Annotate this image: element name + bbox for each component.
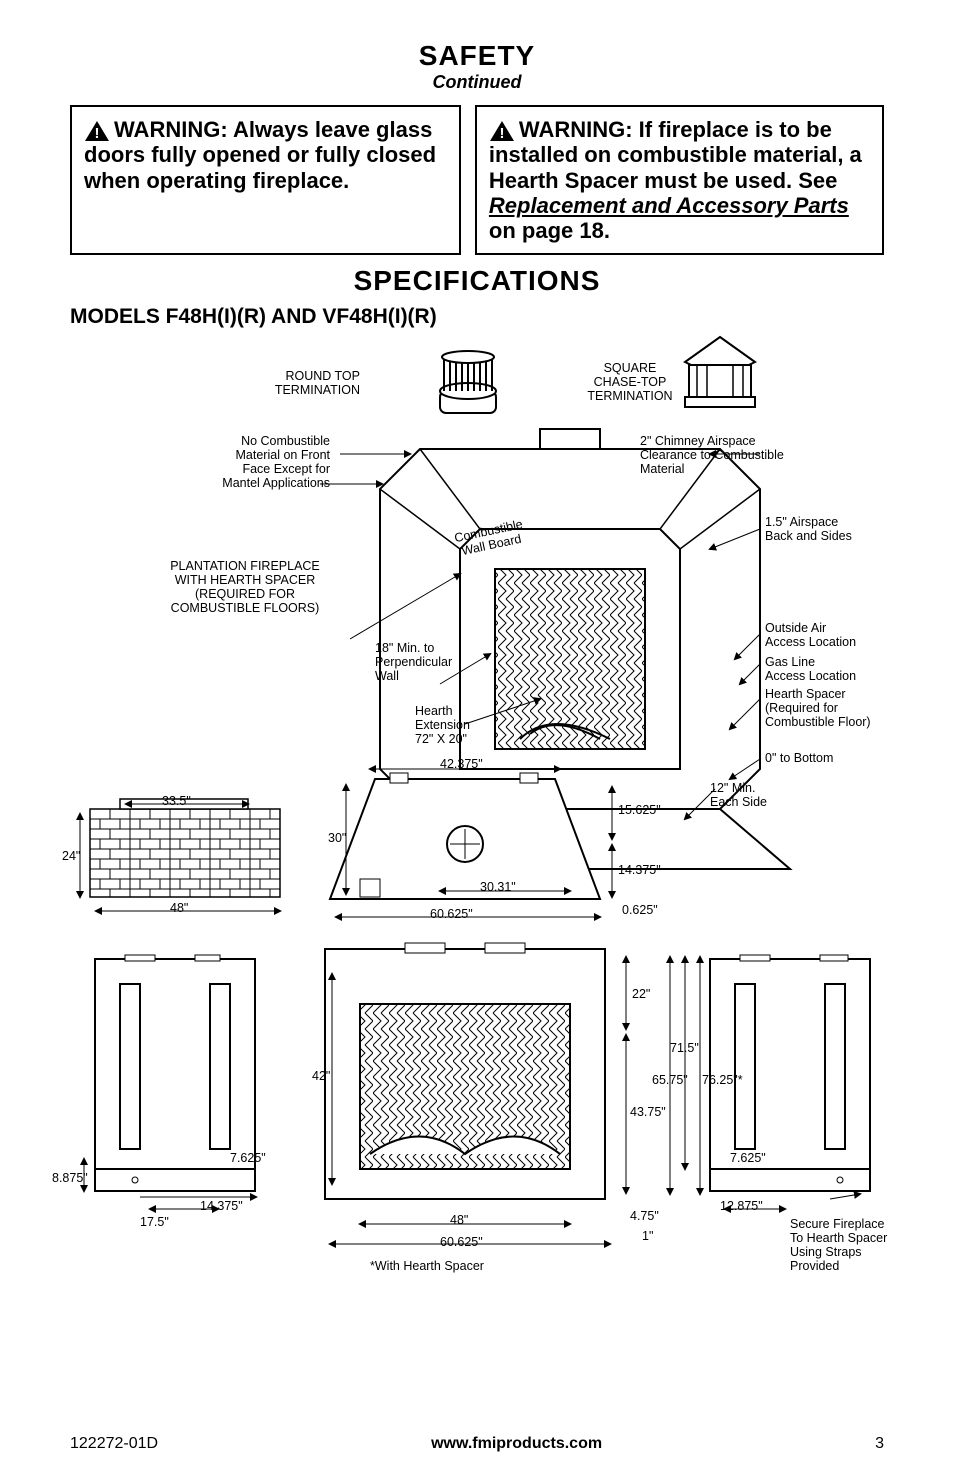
footer-doc: 122272-01D	[70, 1435, 158, 1453]
label-zero-bottom: 0" to Bottom	[765, 751, 833, 765]
label-hearth-ext: HearthExtension72" X 20"	[415, 704, 495, 746]
warning-box-left: ! WARNING: Always leave glass doors full…	[70, 105, 461, 255]
round-termination	[440, 351, 496, 413]
label-gas-line: Gas LineAccess Location	[765, 655, 885, 683]
dim-30: 30"	[328, 831, 346, 845]
safety-heading: SAFETY	[70, 40, 884, 72]
warning-right-link: Replacement and Accessory Parts	[489, 193, 849, 218]
warning-box-right: ! WARNING: If fireplace is to be install…	[475, 105, 884, 255]
warning-right-text-a: WARNING: If fireplace is to be installed…	[489, 117, 862, 193]
square-termination	[685, 337, 755, 407]
warning-right-text-b: on page 18.	[489, 218, 610, 243]
dim-7-625b: 7.625"	[730, 1151, 766, 1165]
dim-22: 22"	[632, 987, 650, 1001]
dim-42: 42"	[312, 1069, 330, 1083]
front-elevation	[325, 943, 605, 1199]
dim-71-5: 71.5"	[670, 1041, 699, 1055]
dim-30-31: 30.31"	[480, 880, 516, 894]
dim-17-5: 17.5"	[140, 1215, 169, 1229]
footer-url: www.fmiproducts.com	[431, 1435, 602, 1453]
label-twelve-min: 12" Min.Each Side	[710, 781, 790, 809]
label-min-wall: 18" Min. toPerpendicularWall	[375, 641, 475, 683]
dim-65-75: 65.75"	[652, 1073, 688, 1087]
label-with-spacer: *With Hearth Spacer	[370, 1259, 484, 1273]
dim-43-75: 43.75"	[630, 1105, 666, 1119]
dim-14-375b: 14.375"	[200, 1199, 243, 1213]
dim-48b: 48"	[450, 1213, 468, 1227]
label-square-top: SQUARECHASE-TOPTERMINATION	[575, 361, 685, 403]
dim-76-25: 76.25"*	[702, 1073, 743, 1087]
label-chimney-airspace: 2" Chimney AirspaceClearance to Combusti…	[640, 434, 840, 476]
label-secure: Secure FireplaceTo Hearth SpacerUsing St…	[790, 1217, 910, 1273]
models-line: MODELS F48H(I)(R) AND VF48H(I)(R)	[70, 305, 884, 329]
dim-33-5: 33.5"	[162, 794, 191, 808]
warning-icon: !	[84, 120, 110, 142]
label-no-combustible: No CombustibleMaterial on FrontFace Exce…	[190, 434, 330, 490]
dim-1: 1"	[642, 1229, 653, 1243]
dim-7-625a: 7.625"	[230, 1151, 266, 1165]
dim-12-875: 12.875"	[720, 1199, 763, 1213]
dim-8-875: 8.875"	[52, 1171, 88, 1185]
footer-page: 3	[875, 1435, 884, 1453]
svg-text:!: !	[499, 125, 504, 142]
spec-diagram: ROUND TOPTERMINATION SQUARECHASE-TOPTERM…	[70, 329, 884, 1329]
dim-48a: 48"	[170, 901, 188, 915]
dim-15-625: 15.625"	[618, 803, 661, 817]
dim-24: 24"	[62, 849, 80, 863]
label-plantation: PLANTATION FIREPLACEWITH HEARTH SPACER(R…	[150, 559, 340, 615]
warnings-row: ! WARNING: Always leave glass doors full…	[70, 105, 884, 255]
front-panel	[330, 773, 600, 899]
warning-left-text: WARNING: Always leave glass doors fully …	[84, 117, 436, 193]
dim-0-625: 0.625"	[622, 903, 658, 917]
dim-4-75: 4.75"	[630, 1209, 659, 1223]
brick-opening	[90, 799, 280, 897]
dim-60-625a: 60.625"	[430, 907, 473, 921]
label-outside-air: Outside AirAccess Location	[765, 621, 885, 649]
label-airspace: 1.5" AirspaceBack and Sides	[765, 515, 885, 543]
dim-14-375a: 14.375"	[618, 863, 661, 877]
dim-60-625b: 60.625"	[440, 1235, 483, 1249]
specs-heading: SPECIFICATIONS	[70, 265, 884, 297]
label-hearth-spacer: Hearth Spacer(Required forCombustible Fl…	[765, 687, 905, 729]
dim-42-375: 42.375"	[440, 757, 483, 771]
page-footer: 122272-01D www.fmiproducts.com 3	[70, 1435, 884, 1453]
continued-sub: Continued	[70, 72, 884, 93]
label-round-top: ROUND TOPTERMINATION	[240, 369, 360, 397]
warning-icon: !	[489, 120, 515, 142]
svg-text:!: !	[95, 125, 100, 142]
